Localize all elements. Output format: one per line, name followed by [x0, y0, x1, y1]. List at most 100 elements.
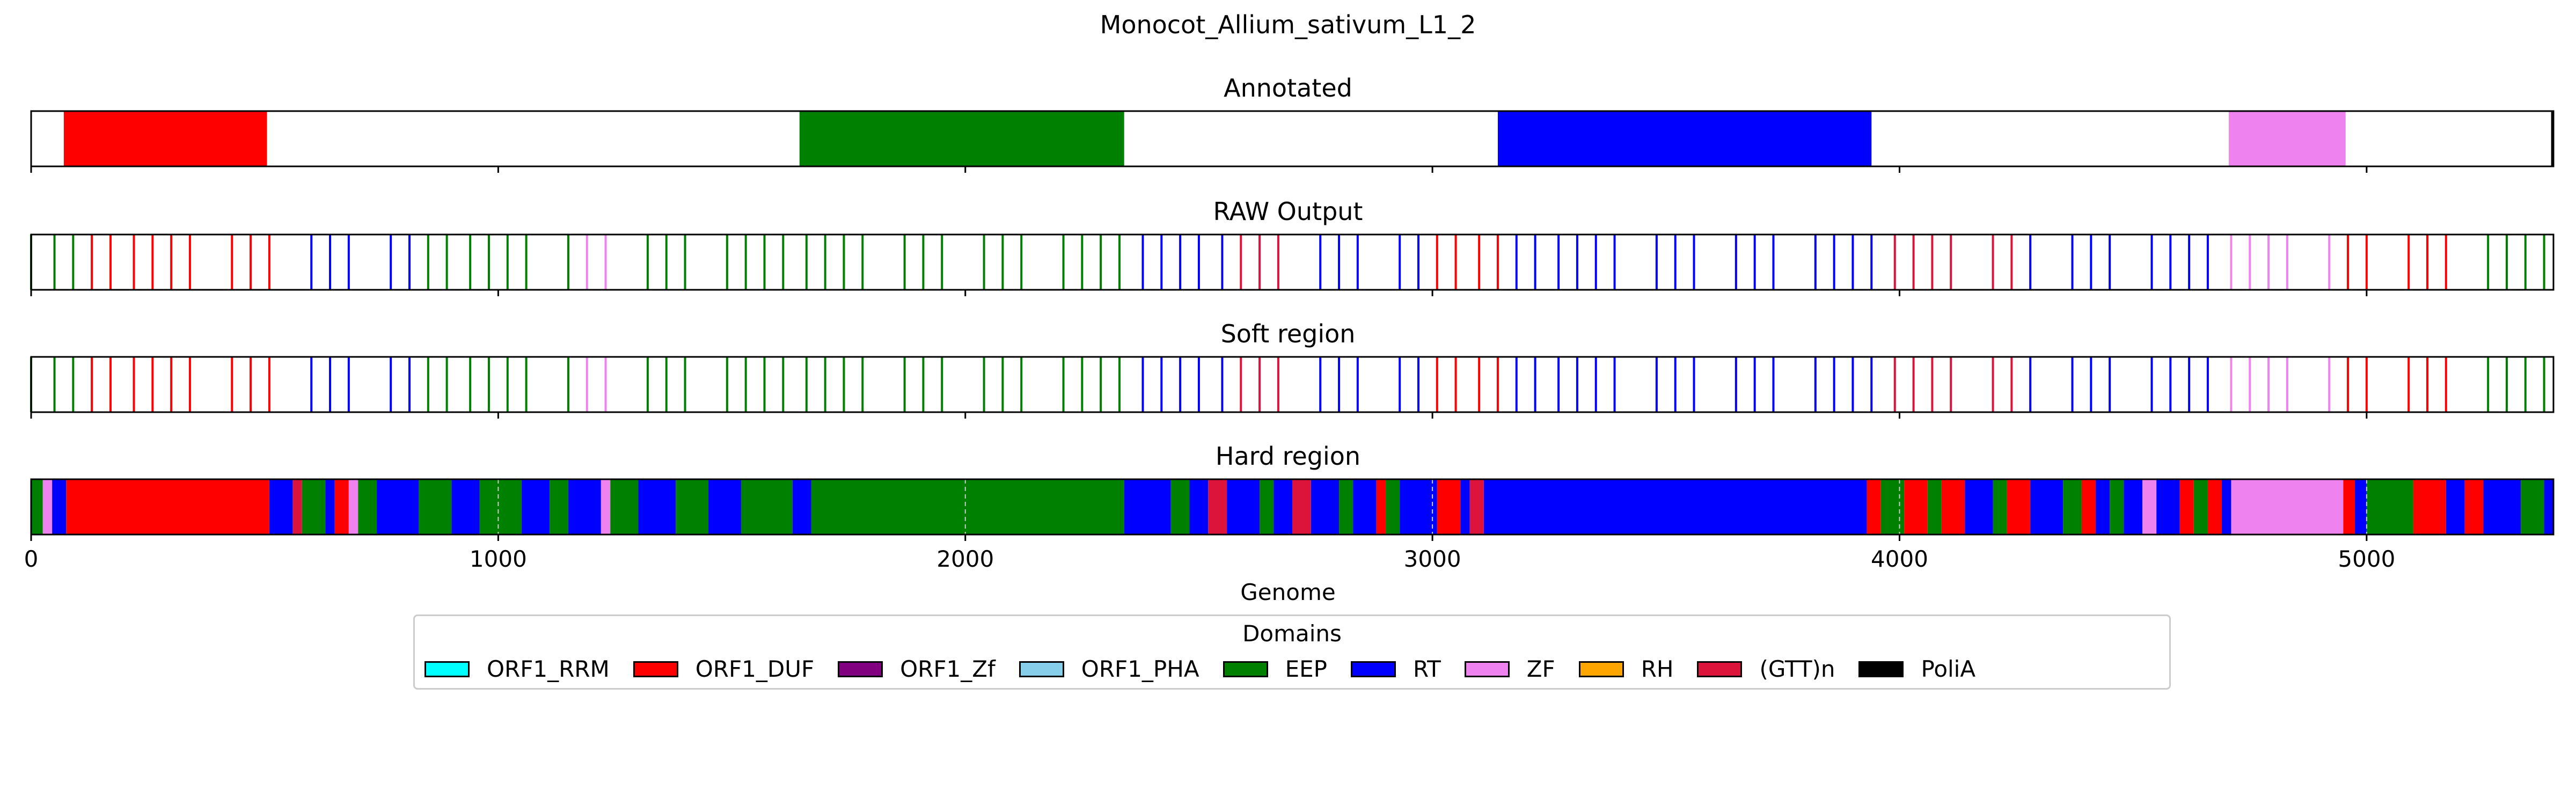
segment-rt — [1400, 479, 1437, 535]
panel-annotated: Annotated — [30, 74, 2555, 173]
segment-rt — [1124, 479, 1171, 535]
legend-item-orf1-duf: ORF1_DUF — [633, 656, 814, 682]
panel-soft-region: Soft region — [30, 319, 2555, 419]
segment-rt — [2483, 479, 2521, 535]
segment-eep — [741, 479, 793, 535]
segment-zf — [2229, 111, 2346, 166]
segment-orf1-duf — [2343, 479, 2355, 535]
x-tick-label: 5000 — [2338, 546, 2395, 572]
segment-rt — [2156, 479, 2180, 535]
segment-gtt-n — [292, 479, 302, 535]
legend-label: RT — [1413, 656, 1441, 682]
legend: Domains ORF1_RRM ORF1_DUF ORF1_Zf ORF1_PHA E… — [413, 614, 2171, 690]
segment-zf — [601, 479, 611, 535]
legend-label: ORF1_PHA — [1081, 656, 1199, 682]
legend-swatch — [1019, 661, 1064, 677]
x-tick-label: 2000 — [936, 546, 994, 572]
legend-items: ORF1_RRM ORF1_DUF ORF1_Zf ORF1_PHA EEP RT ZF RH… — [425, 656, 1999, 682]
segment-eep — [2193, 479, 2208, 535]
segment-rt — [1274, 479, 1292, 535]
segment-orf1-duf — [2207, 479, 2222, 535]
legend-swatch — [633, 661, 678, 677]
legend-item-zf: ZF — [1464, 656, 1555, 682]
segment-rt — [2355, 479, 2367, 535]
legend-swatch — [1223, 661, 1268, 677]
segment-zf — [348, 479, 358, 535]
segment-eep — [1386, 479, 1400, 535]
segment-zf — [42, 479, 53, 535]
segment-eep — [419, 479, 452, 535]
segment-rt — [1189, 479, 1209, 535]
segment-eep — [1927, 479, 1942, 535]
segment-rt — [2544, 479, 2553, 535]
segment-rt — [2030, 479, 2063, 535]
segment-eep — [479, 479, 522, 535]
legend-swatch — [838, 661, 883, 677]
segment-rt — [1227, 479, 1260, 535]
segment-orf1-duf — [1867, 479, 1881, 535]
segment-eep — [302, 479, 326, 535]
segment-zf — [2231, 479, 2344, 535]
segment-orf1-duf — [334, 479, 349, 535]
panel-title: Annotated — [1224, 74, 1352, 103]
panel-title: Soft region — [1221, 319, 1356, 348]
legend-label: ORF1_Zf — [900, 656, 996, 682]
segment-eep — [1339, 479, 1353, 535]
segment-rt — [1353, 479, 1377, 535]
x-tick-label: 4000 — [1871, 546, 1928, 572]
segment-rt — [1311, 479, 1340, 535]
segment-rt — [2096, 479, 2110, 535]
legend-label: EEP — [1285, 656, 1327, 682]
segment-rt — [792, 479, 811, 535]
segment-eep — [2063, 479, 2082, 535]
x-tick-label: 1000 — [470, 546, 527, 572]
segment-rt — [269, 479, 293, 535]
chart-title: Monocot_Allium_sativum_L1_2 — [1100, 10, 1476, 39]
panel-title: Hard region — [1216, 442, 1360, 471]
segment-eep — [811, 479, 1124, 535]
legend-swatch — [1697, 661, 1743, 677]
panel-border — [30, 233, 2555, 291]
segment-rt — [52, 479, 67, 535]
x-tick-label: 0 — [24, 546, 39, 572]
segment-rt — [708, 479, 741, 535]
segment-eep — [2521, 479, 2544, 535]
legend-item-polia: PoliA — [1858, 656, 1975, 682]
segment-gtt-n — [1469, 479, 1484, 535]
segment-eep — [676, 479, 709, 535]
segment-orf1-duf — [63, 111, 267, 166]
legend-label: ORF1_DUF — [695, 656, 815, 682]
x-tick-label: 3000 — [1404, 546, 1461, 572]
legend-swatch — [1464, 661, 1510, 677]
panel-background — [31, 357, 2553, 412]
segment-polia — [2551, 111, 2553, 166]
legend-item-eep: EEP — [1223, 656, 1327, 682]
panel-border — [30, 356, 2555, 413]
segment-orf1-duf — [1437, 479, 1461, 535]
panel-raw-output: RAW Output — [30, 197, 2555, 296]
legend-item-orf1-rrm: ORF1_RRM — [425, 656, 610, 682]
segment-gtt-n — [1208, 479, 1227, 535]
legend-label: PoliA — [1921, 656, 1976, 682]
x-axis-label: Genome — [1240, 579, 1335, 605]
panels-group: Annotated RAW Output Soft region Hard regio… — [30, 74, 2555, 541]
segment-eep — [550, 479, 568, 535]
segment-orf1-duf — [2081, 479, 2096, 535]
legend-item-orf1-pha: ORF1_PHA — [1019, 656, 1199, 682]
legend-swatch — [1350, 661, 1396, 677]
segment-eep — [1170, 479, 1190, 535]
x-axis: 0 1000 2000 3000 4000 5000 — [24, 546, 2396, 572]
segment-orf1-duf — [1376, 479, 1386, 535]
segment-rt — [2222, 479, 2231, 535]
segment-rt — [1483, 479, 1867, 535]
panel-hard-region: Hard region — [30, 442, 2555, 541]
segment-orf1-duf — [2464, 479, 2484, 535]
segment-zf — [2142, 479, 2157, 535]
legend-label: ORF1_RRM — [487, 656, 610, 682]
legend-swatch — [1858, 661, 1904, 677]
segment-rt — [1965, 479, 1993, 535]
panel-title: RAW Output — [1213, 197, 1363, 226]
segment-eep — [358, 479, 377, 535]
segment-rt — [2446, 479, 2465, 535]
